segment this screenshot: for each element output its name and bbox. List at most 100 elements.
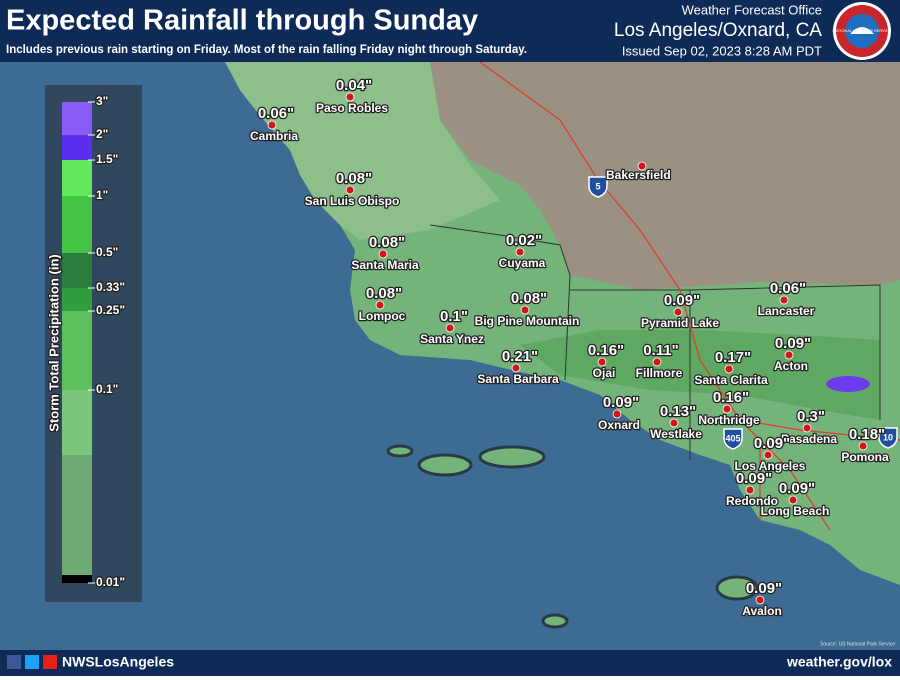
city-dot [375,300,385,310]
location: Los Angeles/Oxnard, CA [614,20,822,41]
rain-amount: 0.08" [336,170,372,187]
city-dot [669,418,679,428]
city-name: Cuyama [499,256,546,270]
city-dot [378,249,388,259]
city-name: Paso Robles [316,101,388,115]
rain-amount: 0.16" [588,342,624,359]
legend-title: Storm Total Precipitation (in) [46,254,61,431]
rain-amount: 0.18" [849,426,885,443]
rain-amount: 0.09" [746,580,782,597]
city-dot [755,595,765,605]
rain-amount: 0.06" [258,105,294,122]
office: Weather Forecast Office [682,2,822,17]
rain-amount: 0.09" [603,394,639,411]
rain-amount: 0.06" [770,280,806,297]
city-dot [858,441,868,451]
city-name: Oxnard [598,418,640,432]
rain-amount: 0.11" [643,342,678,359]
city-dot [345,185,355,195]
city-dot [779,295,789,305]
legend-label: 0.1" [96,382,118,396]
city-name: Santa Maria [351,258,419,272]
rain-amount: 0.1" [440,308,468,325]
social-handle[interactable]: NWSLosAngeles [62,654,174,670]
rain-amount: 0.09" [779,480,815,497]
rain-amount: 0.21" [502,348,538,365]
city-dot [445,323,455,333]
legend-label: 0.01" [96,575,125,589]
rain-amount: 0.09" [664,292,700,309]
city-name: Cambria [250,129,298,143]
city-dot [802,423,812,433]
facebook-icon[interactable] [7,655,21,669]
rain-amount: 0.08" [369,234,405,251]
rain-amount: 0.16" [713,389,749,406]
rain-amount: 0.17" [715,349,751,366]
city-dot [511,363,521,373]
rain-amount: 0.02" [506,232,542,249]
rain-amount: 0.09" [775,335,811,352]
issued: Issued Sep 02, 2023 8:28 AM PDT [622,43,822,58]
city-dot [597,357,607,367]
highway-shield [723,428,743,450]
city-dot [745,485,755,495]
color-bar [62,102,92,583]
city-name: Santa Ynez [420,332,484,346]
city-dot [637,161,647,171]
highway-number: 5 [595,181,600,191]
city-name: Big Pine Mountain [475,314,580,328]
city-name: Santa Clarita [694,373,768,387]
rain-amount: 0.3" [797,408,825,425]
city-name: Ojai [593,366,616,380]
website[interactable]: weather.gov/lox [786,654,892,670]
city-name: Acton [774,359,808,373]
city-dot [784,350,794,360]
light-land [225,62,500,240]
dry-region [430,62,900,290]
city-dot [515,247,525,257]
subtitle: Includes previous rain starting on Frida… [6,44,527,56]
legend-label: 0.5" [96,245,118,259]
city-name: Northridge [698,413,760,427]
city-dot [673,307,683,317]
city-name: Lancaster [758,304,815,318]
highway-number: 405 [725,433,740,443]
rain-amount: 0.08" [511,290,547,307]
rain-amount: 0.13" [660,403,696,420]
city-name: Pasadena [781,432,837,446]
source: Source: US National Park Service [820,641,895,647]
city-name: Pyramid Lake [641,316,719,330]
legend-label: 0.25" [96,303,125,317]
city-dot [722,404,732,414]
city-dot [788,495,798,505]
highways [479,61,900,531]
footer-bar [0,650,900,676]
rain-amount: 0.04" [336,77,372,94]
city-name: Los Angeles [735,459,806,473]
city-dot [763,450,773,460]
header-bar [0,0,900,62]
city-dot [345,92,355,102]
logo-text: NATIONAL WEATHER SERVICE [833,28,892,33]
highway-shield [878,427,898,449]
legend-label: 1.5" [96,152,118,166]
legend-label: 3" [96,94,108,108]
twitter-icon[interactable] [25,655,39,669]
legend-label: 1" [96,188,108,202]
city-name: Avalon [742,604,782,618]
islands [386,444,759,629]
city-name: Santa Barbara [477,372,559,386]
city-name: Fillmore [636,366,683,380]
city-dot [724,364,734,374]
rain-amount: 0.09" [754,435,790,452]
legend-panel [45,85,142,602]
city-dot [612,409,622,419]
city-name: Westlake [650,427,702,441]
city-name: Long Beach [761,504,830,518]
legend-label: 0.33" [96,280,125,294]
city-name: Lompoc [359,309,406,323]
city-dot [520,305,530,315]
city-dot [652,357,662,367]
youtube-icon[interactable] [43,655,57,669]
